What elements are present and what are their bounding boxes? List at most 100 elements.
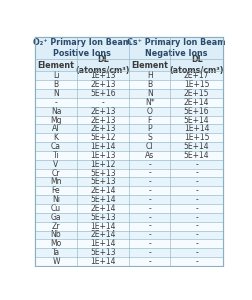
Bar — [35, 195, 223, 204]
Text: S: S — [147, 133, 152, 142]
Text: Al: Al — [52, 124, 60, 134]
Text: -: - — [148, 195, 151, 204]
Bar — [35, 186, 223, 195]
Text: B: B — [53, 80, 59, 89]
Text: Ni: Ni — [52, 195, 60, 204]
Text: 5E+12: 5E+12 — [90, 133, 116, 142]
Text: 1E+14: 1E+14 — [90, 239, 116, 248]
Text: 5E+13: 5E+13 — [90, 169, 116, 178]
Text: -: - — [148, 230, 151, 239]
Text: B: B — [147, 80, 152, 89]
Bar — [77, 59, 129, 71]
Text: N: N — [147, 89, 153, 98]
Text: Li: Li — [53, 71, 59, 80]
Bar — [35, 160, 223, 169]
Text: 1E+14: 1E+14 — [184, 124, 209, 134]
Text: 1E+15: 1E+15 — [184, 133, 209, 142]
Text: -: - — [195, 186, 198, 195]
Text: -: - — [195, 169, 198, 178]
Text: 5E+14: 5E+14 — [184, 116, 209, 124]
Bar — [129, 37, 223, 59]
Text: -: - — [148, 204, 151, 213]
Text: O₂⁺ Primary Ion Beam
Positive Ions: O₂⁺ Primary Ion Beam Positive Ions — [33, 38, 131, 58]
Text: 2E+15: 2E+15 — [184, 89, 209, 98]
Text: -: - — [195, 248, 198, 257]
Text: -: - — [148, 169, 151, 178]
Text: DL
(atoms/cm³): DL (atoms/cm³) — [76, 56, 130, 75]
Text: Ca: Ca — [51, 142, 61, 151]
Text: 5E+14: 5E+14 — [184, 151, 209, 160]
Text: 5E+14: 5E+14 — [90, 195, 116, 204]
Text: -: - — [102, 98, 104, 107]
Text: O: O — [147, 107, 153, 116]
Text: 2E+13: 2E+13 — [90, 80, 116, 89]
Text: 1E+14: 1E+14 — [90, 257, 116, 266]
Bar — [35, 239, 223, 248]
Text: 1E+13: 1E+13 — [90, 71, 116, 80]
Bar — [35, 80, 223, 89]
Text: K: K — [53, 133, 58, 142]
Bar — [35, 151, 223, 160]
Bar — [35, 124, 223, 133]
Text: 2E+14: 2E+14 — [184, 98, 209, 107]
Text: -: - — [195, 239, 198, 248]
Text: -: - — [195, 222, 198, 231]
Text: Ta: Ta — [52, 248, 60, 257]
Text: 1E+12: 1E+12 — [90, 160, 116, 169]
Text: -: - — [55, 98, 57, 107]
Text: -: - — [148, 213, 151, 222]
Text: -: - — [195, 160, 198, 169]
Text: 2E+13: 2E+13 — [90, 124, 116, 134]
Text: 2E+14: 2E+14 — [90, 186, 116, 195]
Text: -: - — [148, 160, 151, 169]
Text: 1E+15: 1E+15 — [184, 80, 209, 89]
Text: F: F — [148, 116, 152, 124]
Text: 1E+14: 1E+14 — [90, 142, 116, 151]
Bar — [35, 257, 223, 266]
Text: Cr: Cr — [52, 169, 60, 178]
Text: -: - — [195, 204, 198, 213]
Text: -: - — [148, 248, 151, 257]
Text: P: P — [147, 124, 152, 134]
Bar — [35, 213, 223, 222]
Text: Mo: Mo — [50, 239, 62, 248]
Text: -: - — [148, 186, 151, 195]
Bar — [35, 107, 223, 116]
Text: Mg: Mg — [50, 116, 62, 124]
Text: Fe: Fe — [52, 186, 60, 195]
Text: -: - — [148, 222, 151, 231]
Text: Nb: Nb — [51, 230, 61, 239]
Text: -: - — [148, 177, 151, 186]
Bar — [35, 230, 223, 239]
Text: 5E+13: 5E+13 — [90, 177, 116, 186]
Text: 2E+14: 2E+14 — [90, 230, 116, 239]
Text: Cl: Cl — [146, 142, 153, 151]
Text: DL
(atoms/cm³): DL (atoms/cm³) — [169, 56, 224, 75]
Bar — [35, 116, 223, 124]
Text: Na: Na — [51, 107, 61, 116]
Text: Element: Element — [38, 61, 75, 70]
Bar — [35, 142, 223, 151]
Text: 5E+14: 5E+14 — [184, 142, 209, 151]
Bar — [35, 169, 223, 178]
Text: -: - — [195, 230, 198, 239]
Bar — [35, 222, 223, 230]
Bar — [35, 248, 223, 257]
Text: Element: Element — [131, 61, 168, 70]
Bar — [35, 133, 223, 142]
Text: Ti: Ti — [53, 151, 59, 160]
Text: 5E+16: 5E+16 — [90, 89, 116, 98]
Bar — [35, 59, 77, 71]
Text: 1E+14: 1E+14 — [90, 222, 116, 231]
Text: 2E+14: 2E+14 — [90, 204, 116, 213]
Bar — [35, 204, 223, 213]
Text: 2E+17: 2E+17 — [184, 71, 209, 80]
Text: 2E+13: 2E+13 — [90, 107, 116, 116]
Text: 5E+16: 5E+16 — [184, 107, 209, 116]
Text: Cs⁺ Primary Ion Beam
Negative Ions: Cs⁺ Primary Ion Beam Negative Ions — [127, 38, 225, 58]
Text: W: W — [52, 257, 60, 266]
Bar — [35, 98, 223, 107]
Bar — [35, 37, 129, 59]
Bar — [35, 71, 223, 80]
Text: Mn: Mn — [50, 177, 62, 186]
